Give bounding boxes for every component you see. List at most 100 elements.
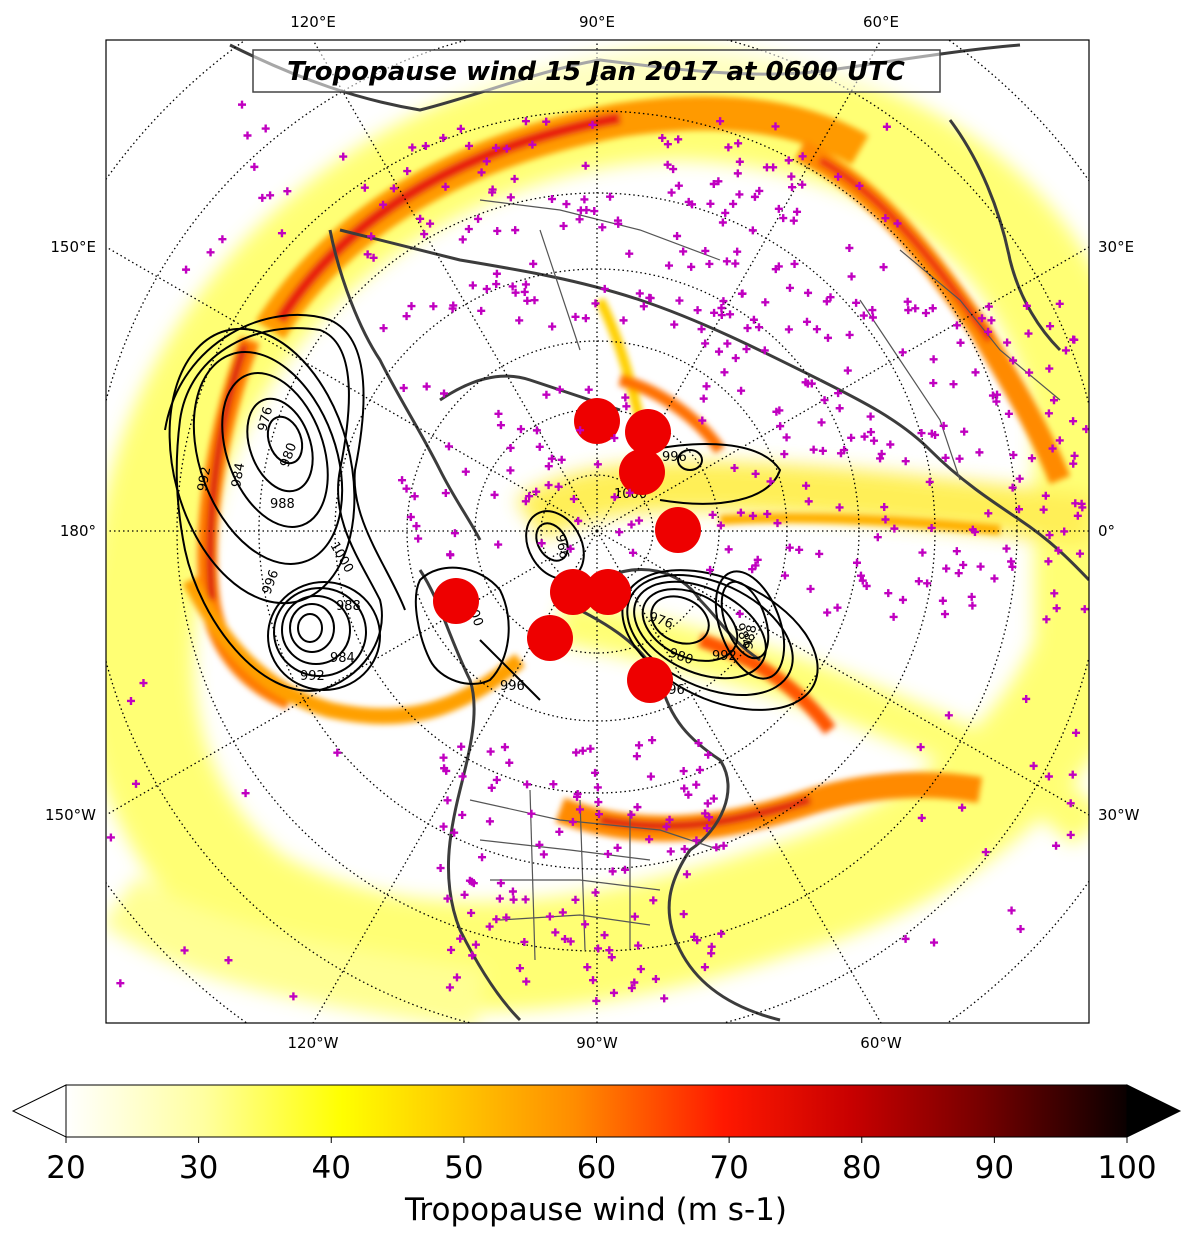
station-marker xyxy=(502,144,511,153)
svg-text:150°E: 150°E xyxy=(50,238,96,256)
station-marker xyxy=(574,516,583,525)
station-marker xyxy=(720,368,729,377)
station-marker xyxy=(903,297,912,306)
station-marker xyxy=(931,430,940,439)
station-marker xyxy=(460,890,469,899)
station-marker xyxy=(494,540,503,549)
station-marker xyxy=(798,180,807,189)
station-marker xyxy=(557,455,566,464)
station-marker xyxy=(1014,505,1023,514)
colorbar-label: Tropopause wind (m s-1) xyxy=(404,1192,787,1228)
station-marker xyxy=(868,313,877,322)
station-marker xyxy=(818,446,827,455)
station-marker xyxy=(706,565,715,574)
station-marker xyxy=(788,183,797,192)
station-marker xyxy=(492,915,501,924)
station-marker xyxy=(784,156,793,165)
station-marker xyxy=(456,124,465,133)
station-marker xyxy=(571,895,580,904)
station-marker xyxy=(505,758,514,767)
station-marker xyxy=(509,895,518,904)
station-marker xyxy=(139,679,148,688)
station-marker xyxy=(760,346,769,355)
red-markers xyxy=(433,398,701,703)
station-marker xyxy=(1073,511,1082,520)
station-marker xyxy=(555,385,564,394)
station-marker xyxy=(429,302,438,311)
station-marker xyxy=(1048,444,1057,453)
svg-text:966: 966 xyxy=(552,533,571,560)
station-marker xyxy=(873,533,882,542)
station-marker xyxy=(801,378,810,387)
station-marker xyxy=(224,956,233,965)
station-marker xyxy=(682,870,691,879)
station-marker xyxy=(581,314,590,323)
station-marker xyxy=(467,908,476,917)
station-marker xyxy=(458,772,467,781)
station-marker xyxy=(882,122,891,131)
station-marker xyxy=(690,932,699,941)
station-marker xyxy=(492,269,501,278)
station-marker xyxy=(443,796,452,805)
station-marker xyxy=(687,262,696,271)
station-marker xyxy=(706,199,715,208)
svg-text:992: 992 xyxy=(195,466,214,493)
station-marker xyxy=(855,181,864,190)
station-marker xyxy=(603,849,612,858)
station-marker xyxy=(787,172,796,181)
station-marker xyxy=(1069,417,1078,426)
station-marker xyxy=(667,188,676,197)
station-marker xyxy=(1049,396,1058,405)
station-marker xyxy=(633,803,642,812)
station-marker xyxy=(970,527,979,536)
station-marker xyxy=(707,949,716,958)
station-marker xyxy=(802,317,811,326)
station-marker xyxy=(369,253,378,262)
station-marker xyxy=(820,396,829,405)
station-marker xyxy=(665,261,674,270)
svg-text:90°W: 90°W xyxy=(576,1034,618,1052)
station-marker xyxy=(389,184,398,193)
station-marker xyxy=(773,519,782,528)
station-marker xyxy=(591,888,600,897)
station-marker xyxy=(542,390,551,399)
station-marker xyxy=(1075,549,1084,558)
svg-text:992: 992 xyxy=(300,669,325,684)
station-marker xyxy=(1022,301,1031,310)
station-marker xyxy=(738,289,747,298)
station-marker xyxy=(266,191,275,200)
station-marker xyxy=(674,181,683,190)
station-marker xyxy=(665,815,674,824)
station-marker xyxy=(984,509,993,518)
station-marker xyxy=(1004,409,1013,418)
station-marker xyxy=(929,355,938,364)
station-marker xyxy=(823,608,832,617)
station-marker xyxy=(508,282,517,291)
station-marker xyxy=(1068,770,1077,779)
station-marker xyxy=(866,412,875,421)
station-marker xyxy=(402,312,411,321)
station-marker xyxy=(635,289,644,298)
station-markers xyxy=(106,100,1089,1005)
station-marker xyxy=(106,833,115,842)
station-marker xyxy=(1055,436,1064,445)
station-marker xyxy=(666,847,675,856)
station-marker xyxy=(508,887,517,896)
station-marker xyxy=(450,828,459,837)
station-marker xyxy=(898,595,907,604)
station-marker xyxy=(785,283,794,292)
station-marker xyxy=(532,426,541,435)
station-marker xyxy=(243,131,252,140)
station-marker xyxy=(530,296,539,305)
station-marker xyxy=(692,780,701,789)
station-marker xyxy=(569,495,578,504)
station-marker xyxy=(628,548,637,557)
svg-text:90°E: 90°E xyxy=(579,13,615,31)
map-title: Tropopause wind 15 Jan 2017 at 0600 UTC xyxy=(287,57,905,87)
station-marker xyxy=(840,446,849,455)
svg-text:30°E: 30°E xyxy=(1098,238,1134,256)
station-marker xyxy=(399,384,408,393)
station-marker xyxy=(692,836,701,845)
station-marker xyxy=(576,206,585,215)
station-marker xyxy=(901,934,910,943)
